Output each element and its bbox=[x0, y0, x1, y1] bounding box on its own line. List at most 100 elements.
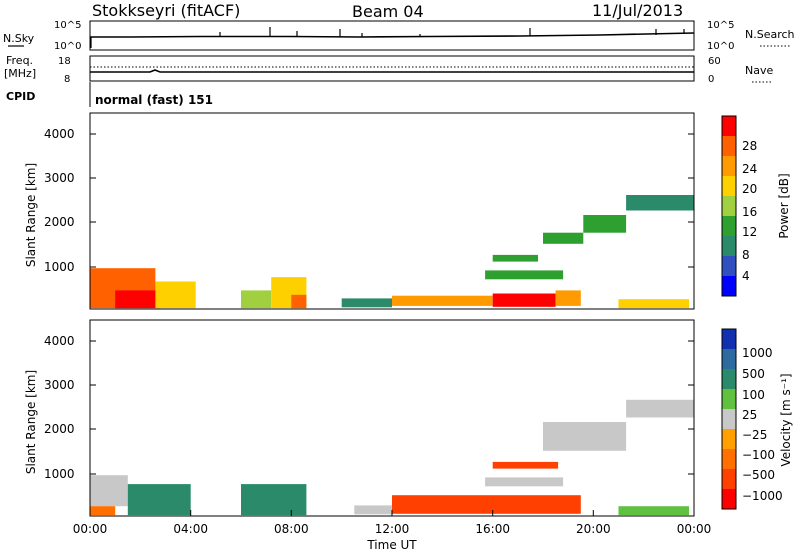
time-axis: 00:00 04:00 08:00 12:00 16:00 20:00 00:0… bbox=[73, 510, 712, 552]
velocity-colorbar-segment-4 bbox=[722, 409, 736, 430]
noise-sky-trace bbox=[90, 32, 695, 38]
velocity-region-9 bbox=[626, 399, 694, 418]
power-region-2 bbox=[155, 281, 196, 309]
velocity-region-2 bbox=[90, 506, 116, 516]
power-ylabel: Slant Range [km] bbox=[24, 163, 38, 267]
velocity-region-6 bbox=[492, 461, 559, 469]
power-region-15 bbox=[618, 299, 689, 309]
freq-tick-bottom: 8 bbox=[64, 74, 70, 85]
power-region-3 bbox=[241, 290, 272, 309]
power-cbar-tick-4: 4 bbox=[742, 269, 750, 283]
xtick-1600: 16:00 bbox=[475, 522, 510, 536]
power-yticks bbox=[90, 133, 694, 268]
power-region-1 bbox=[115, 290, 161, 309]
power-region-5 bbox=[291, 294, 307, 309]
power-region-8 bbox=[492, 293, 556, 307]
noise-spikes bbox=[90, 27, 685, 48]
velocity-cbar-tick-100: 100 bbox=[742, 388, 765, 402]
power-cbar-tick-28: 28 bbox=[742, 139, 757, 153]
power-region-11 bbox=[492, 254, 538, 262]
xaxis-label: Time UT bbox=[366, 538, 417, 552]
velocity-cbar-tick-minus500: −500 bbox=[742, 468, 775, 482]
power-region-10 bbox=[485, 270, 564, 280]
velocity-colorbar-segment-5 bbox=[722, 429, 736, 450]
power-region-14 bbox=[626, 195, 694, 211]
velocity-cbar-tick-25: 25 bbox=[742, 408, 757, 422]
beam-title: Beam 04 bbox=[352, 2, 424, 21]
power-region-7 bbox=[392, 295, 493, 306]
power-cbar-tick-12: 12 bbox=[742, 225, 757, 239]
velocity-region-5 bbox=[392, 495, 581, 514]
power-region-9 bbox=[555, 290, 581, 306]
power-colorbar-frame bbox=[721, 115, 737, 297]
freq-trace bbox=[90, 69, 694, 73]
noise-left-tick-bottom: 10^0 bbox=[54, 41, 81, 52]
velocity-colorbar-segment-8 bbox=[722, 489, 736, 510]
power-colorbar-segment-4 bbox=[722, 196, 736, 217]
power-cbar-label: Power [dB] bbox=[777, 173, 791, 238]
velocity-region-0 bbox=[90, 475, 128, 507]
power-ytick-1000: 1000 bbox=[44, 260, 75, 274]
velocity-ytick-1000: 1000 bbox=[44, 467, 75, 481]
noise-right-tick-bottom: 10^0 bbox=[707, 41, 734, 52]
xtick-2000: 20:00 bbox=[576, 522, 611, 536]
velocity-cbar-tick-minus25: −25 bbox=[742, 428, 767, 442]
power-data-layer bbox=[90, 195, 694, 309]
noise-search-label: N.Search bbox=[745, 28, 795, 41]
noise-right-tick-top: 10^5 bbox=[707, 20, 734, 31]
velocity-region-4 bbox=[354, 505, 393, 515]
velocity-panel: 4000 3000 2000 1000 Slant Range [km] 100… bbox=[24, 319, 793, 517]
freq-label: Freq. bbox=[6, 54, 33, 67]
velocity-cbar-tick-minus1000: −1000 bbox=[742, 489, 783, 503]
freq-panel-frame bbox=[89, 55, 695, 82]
freq-tick-top: 18 bbox=[58, 56, 71, 67]
date-title: 11/Jul/2013 bbox=[592, 1, 683, 20]
velocity-ytick-2000: 2000 bbox=[44, 422, 75, 436]
velocity-region-3 bbox=[241, 484, 307, 516]
velocity-colorbar-segment-7 bbox=[722, 469, 736, 490]
noise-sky-label: N.Sky bbox=[3, 32, 35, 45]
power-colorbar bbox=[722, 116, 736, 297]
freq-unit-label: [MHz] bbox=[4, 67, 36, 80]
xtick-2400: 00:00 bbox=[677, 522, 712, 536]
power-ytick-4000: 4000 bbox=[44, 127, 75, 141]
power-panel-frame bbox=[89, 112, 695, 310]
velocity-colorbar-segment-6 bbox=[722, 449, 736, 470]
power-panel: 4000 3000 2000 1000 Slant Range [km] 28 … bbox=[24, 112, 791, 310]
cpid-label: CPID bbox=[6, 90, 35, 103]
power-region-6 bbox=[341, 298, 392, 308]
xtick-1200: 12:00 bbox=[375, 522, 410, 536]
xtick-0800: 08:00 bbox=[274, 522, 309, 536]
velocity-cbar-tick-minus100: −100 bbox=[742, 448, 775, 462]
noise-panel-frame bbox=[89, 20, 695, 51]
velocity-colorbar-segment-0 bbox=[722, 329, 736, 350]
cpid-mode-label: normal (fast) 151 bbox=[95, 93, 213, 107]
cpid-panel: CPID normal (fast) 151 bbox=[6, 82, 213, 107]
velocity-data-layer bbox=[90, 399, 694, 516]
velocity-ytick-3000: 3000 bbox=[44, 378, 75, 392]
noise-left-tick-top: 10^5 bbox=[54, 20, 81, 31]
velocity-ytick-4000: 4000 bbox=[44, 334, 75, 348]
power-region-13 bbox=[583, 215, 627, 233]
power-colorbar-segment-7 bbox=[722, 256, 736, 277]
velocity-region-7 bbox=[485, 477, 564, 487]
velocity-colorbar-segment-2 bbox=[722, 369, 736, 390]
xtick-0000: 00:00 bbox=[73, 522, 108, 536]
power-ytick-3000: 3000 bbox=[44, 171, 75, 185]
power-colorbar-segment-6 bbox=[722, 236, 736, 257]
station-title: Stokkseyri (fitACF) bbox=[92, 1, 240, 20]
velocity-yticks bbox=[90, 340, 694, 475]
velocity-colorbar bbox=[722, 329, 736, 510]
time-axis-ticks bbox=[89, 510, 695, 516]
velocity-cbar-label: Velocity [m s⁻¹] bbox=[779, 373, 793, 466]
nave-tick-bottom: 0 bbox=[708, 74, 714, 85]
velocity-region-10 bbox=[618, 506, 689, 516]
velocity-cbar-tick-500: 500 bbox=[742, 367, 765, 381]
power-cbar-tick-8: 8 bbox=[742, 248, 750, 262]
power-cbar-tick-20: 20 bbox=[742, 182, 757, 196]
xtick-0400: 04:00 bbox=[173, 522, 208, 536]
power-colorbar-segment-3 bbox=[722, 176, 736, 197]
power-region-12 bbox=[543, 232, 584, 244]
velocity-cbar-tick-1000: 1000 bbox=[742, 346, 773, 360]
